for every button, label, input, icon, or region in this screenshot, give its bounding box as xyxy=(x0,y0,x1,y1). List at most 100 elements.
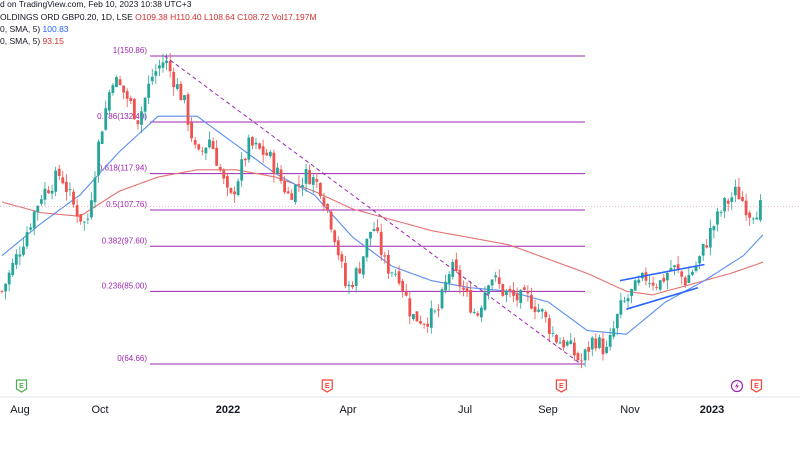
candle xyxy=(605,340,608,355)
candle xyxy=(665,270,669,290)
candle xyxy=(118,75,122,86)
candle xyxy=(129,95,133,105)
event-marker-dividend[interactable]: E xyxy=(15,379,28,393)
candle xyxy=(150,68,154,85)
candle xyxy=(758,194,762,222)
svg-text:E: E xyxy=(325,383,330,390)
candle xyxy=(712,225,716,239)
event-marker-earnings[interactable]: E xyxy=(321,379,333,393)
candle xyxy=(401,278,405,298)
candle xyxy=(558,337,562,344)
candle xyxy=(562,336,566,352)
candle xyxy=(365,238,369,262)
svg-text:E: E xyxy=(559,383,564,390)
candle xyxy=(351,281,354,290)
event-marker-split[interactable] xyxy=(730,379,744,393)
candle xyxy=(272,149,276,183)
candle xyxy=(258,142,261,150)
candle xyxy=(211,137,215,150)
candle xyxy=(39,194,43,206)
x-tick-label: 2023 xyxy=(700,404,724,416)
sma1-label: 0, SMA, 5) xyxy=(0,24,41,34)
candle xyxy=(748,210,752,226)
x-tick-label: Nov xyxy=(620,404,640,416)
candle xyxy=(179,81,183,101)
candle xyxy=(755,211,759,220)
candle xyxy=(404,284,408,297)
candle xyxy=(680,270,684,285)
candle xyxy=(555,334,558,344)
candle xyxy=(193,136,197,149)
sma2-legend[interactable]: 0, SMA, 5) 93.15 xyxy=(0,36,64,46)
candle xyxy=(136,120,140,130)
candle xyxy=(494,271,498,282)
candle xyxy=(533,299,537,320)
trendline xyxy=(164,55,582,365)
candle xyxy=(369,231,372,246)
candle xyxy=(415,311,419,322)
candle xyxy=(483,286,487,312)
sma1-legend[interactable]: 0, SMA, 5) 100.83 xyxy=(0,24,69,34)
candle xyxy=(161,53,165,73)
event-marker-earnings[interactable]: E xyxy=(555,379,567,393)
candle xyxy=(426,317,430,333)
candle xyxy=(22,238,25,257)
candle xyxy=(476,311,480,318)
candle xyxy=(626,294,630,310)
candle xyxy=(630,288,634,304)
candle xyxy=(229,187,233,195)
candle xyxy=(254,138,258,150)
candle xyxy=(286,186,290,195)
candle xyxy=(691,269,694,277)
candle xyxy=(512,281,515,303)
candle xyxy=(240,152,244,187)
candle xyxy=(225,172,229,197)
candle xyxy=(340,251,344,269)
candle xyxy=(165,53,168,70)
candle xyxy=(358,261,362,274)
candle xyxy=(50,184,54,200)
candle xyxy=(522,284,526,291)
candle xyxy=(751,217,755,224)
event-marker-earnings[interactable]: E xyxy=(750,379,763,393)
candle xyxy=(107,89,111,115)
candle xyxy=(526,285,530,302)
channel-lines xyxy=(619,263,705,310)
candle xyxy=(472,308,476,315)
candle xyxy=(361,256,365,279)
candle xyxy=(623,296,626,304)
candle xyxy=(655,283,659,290)
candle xyxy=(183,94,186,104)
candle xyxy=(376,219,380,234)
sma-fast-path xyxy=(1,115,764,335)
candle xyxy=(218,163,222,173)
candle xyxy=(583,348,587,367)
candle xyxy=(587,341,591,361)
candle xyxy=(615,313,619,336)
candle xyxy=(508,285,512,298)
candle xyxy=(236,178,240,197)
candle xyxy=(419,315,422,325)
candle xyxy=(329,210,333,233)
candle xyxy=(730,192,734,211)
candle xyxy=(601,332,605,361)
candle xyxy=(397,265,401,286)
candle xyxy=(347,280,351,294)
candle xyxy=(14,249,18,270)
svg-text:E: E xyxy=(754,383,759,390)
candle xyxy=(68,182,72,196)
candle xyxy=(154,64,158,84)
candle xyxy=(54,166,58,197)
candle xyxy=(565,339,569,347)
candle xyxy=(243,157,247,167)
x-tick-label: 2022 xyxy=(216,404,240,416)
candle xyxy=(47,186,50,194)
candle xyxy=(530,287,533,310)
candle xyxy=(132,98,136,120)
candle xyxy=(7,270,11,292)
candle xyxy=(251,136,254,150)
candle xyxy=(487,284,490,300)
candle xyxy=(458,264,462,294)
chart-header-line1: d on TradingView.com, Feb 10, 2023 10:38… xyxy=(0,0,191,9)
